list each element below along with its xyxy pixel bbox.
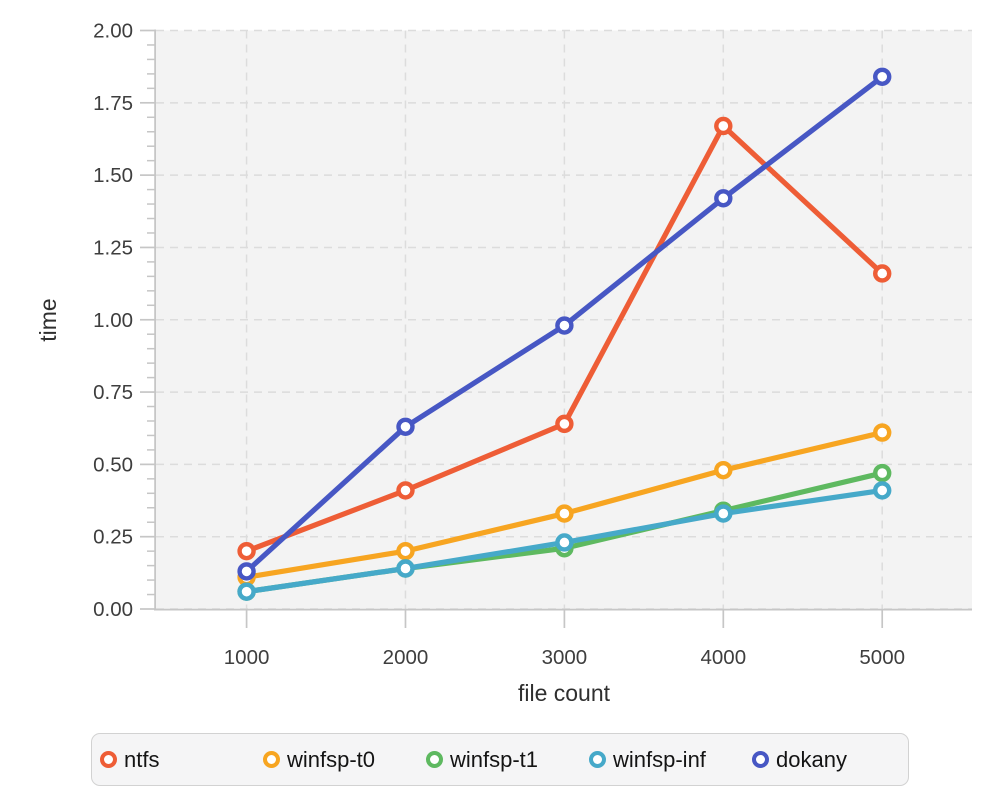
legend-item-ntfs: ntfs bbox=[100, 747, 263, 773]
y-tick-label: 1.00 bbox=[93, 309, 133, 332]
y-tick-label: 1.75 bbox=[93, 92, 133, 115]
data-point-ntfs-5000 bbox=[873, 264, 892, 283]
data-point-winfsp-t0-5000 bbox=[873, 423, 892, 442]
legend-item-winfsp-inf: winfsp-inf bbox=[589, 747, 752, 773]
y-tick-label: 0.75 bbox=[93, 381, 133, 404]
axis-layer bbox=[140, 29, 972, 628]
y-tick-label: 1.50 bbox=[93, 164, 133, 187]
x-tick-label: 1000 bbox=[224, 646, 270, 669]
legend: ntfs winfsp-t0 winfsp-t1 winfsp-inf dokany bbox=[91, 733, 909, 786]
data-point-winfsp-inf-5000 bbox=[873, 481, 892, 500]
data-point-winfsp-inf-1000 bbox=[237, 582, 256, 601]
data-point-winfsp-t0-3000 bbox=[555, 504, 574, 523]
x-tick-label: 3000 bbox=[542, 646, 588, 669]
legend-swatch-icon bbox=[426, 751, 443, 768]
data-point-winfsp-t0-4000 bbox=[714, 460, 733, 480]
data-point-winfsp-inf-2000 bbox=[396, 559, 415, 578]
data-point-winfsp-t1-5000 bbox=[873, 463, 892, 483]
y-tick-label: 1.25 bbox=[93, 236, 133, 259]
data-point-dokany-5000 bbox=[873, 67, 892, 86]
x-tick-label: 4000 bbox=[701, 646, 747, 669]
y-tick-label: 0.50 bbox=[93, 453, 133, 476]
data-point-winfsp-t0-2000 bbox=[396, 541, 415, 561]
data-point-dokany-1000 bbox=[237, 562, 256, 581]
legend-swatch-icon bbox=[263, 751, 280, 768]
legend-item-dokany: dokany bbox=[752, 747, 908, 773]
legend-label: winfsp-t1 bbox=[450, 746, 539, 772]
y-tick-label: 2.00 bbox=[93, 20, 133, 43]
legend-swatch-icon bbox=[100, 751, 117, 768]
legend-item-winfsp-t1: winfsp-t1 bbox=[426, 747, 589, 773]
legend-swatch-icon bbox=[752, 751, 769, 768]
series-layer bbox=[237, 67, 892, 601]
data-point-ntfs-3000 bbox=[555, 414, 574, 434]
legend-item-winfsp-t0: winfsp-t0 bbox=[263, 747, 426, 773]
legend-label: dokany bbox=[776, 746, 847, 772]
data-point-ntfs-1000 bbox=[237, 541, 256, 561]
y-tick-label: 0.00 bbox=[93, 598, 133, 621]
data-point-dokany-2000 bbox=[396, 417, 415, 436]
legend-label: winfsp-t0 bbox=[287, 746, 376, 772]
data-point-ntfs-2000 bbox=[396, 481, 415, 500]
legend-label: ntfs bbox=[124, 746, 160, 772]
x-axis-title: file count bbox=[517, 680, 611, 706]
legend-label: winfsp-inf bbox=[613, 746, 706, 772]
data-point-winfsp-inf-4000 bbox=[714, 504, 733, 523]
x-tick-label: 2000 bbox=[383, 646, 429, 669]
y-tick-label: 0.25 bbox=[93, 526, 133, 549]
y-axis-title: time bbox=[35, 298, 61, 342]
x-tick-label: 5000 bbox=[859, 646, 905, 669]
data-point-dokany-3000 bbox=[555, 316, 574, 335]
data-point-winfsp-inf-3000 bbox=[555, 533, 574, 552]
tick-label-layer: 0.00 0.25 0.50 0.75 1.00 1.25 1.50 1.75 2.00 1000… bbox=[93, 20, 905, 670]
data-point-dokany-4000 bbox=[714, 189, 733, 208]
data-point-ntfs-4000 bbox=[714, 116, 733, 136]
legend-swatch-icon bbox=[589, 751, 606, 768]
